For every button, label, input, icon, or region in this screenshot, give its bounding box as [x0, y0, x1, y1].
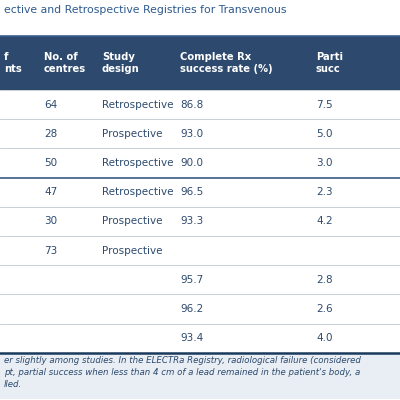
Bar	[0, 36, 400, 90]
Bar	[0, 148, 400, 178]
Text: 95.7: 95.7	[180, 275, 203, 285]
Text: 2.8: 2.8	[316, 275, 333, 285]
Text: 73: 73	[44, 246, 57, 256]
Text: 2.6: 2.6	[316, 304, 333, 314]
Text: Prospective: Prospective	[102, 216, 162, 226]
Bar	[0, 353, 400, 399]
Bar	[0, 207, 400, 236]
Text: 86.8: 86.8	[180, 100, 203, 110]
Text: 2.3: 2.3	[316, 187, 333, 197]
Text: 3.0: 3.0	[316, 158, 332, 168]
Text: Parti
succ: Parti succ	[316, 52, 343, 74]
Text: 28: 28	[44, 129, 57, 139]
Text: Prospective: Prospective	[102, 246, 162, 256]
Text: Prospective: Prospective	[102, 129, 162, 139]
Text: Complete Rx
success rate (%): Complete Rx success rate (%)	[180, 52, 273, 74]
Text: Retrospective: Retrospective	[102, 187, 174, 197]
Bar	[0, 178, 400, 207]
Text: 93.4: 93.4	[180, 333, 203, 343]
Text: Study
design: Study design	[102, 52, 140, 74]
Text: 93.0: 93.0	[180, 129, 203, 139]
Text: 47: 47	[44, 187, 57, 197]
Text: 5.0: 5.0	[316, 129, 332, 139]
Text: 93.3: 93.3	[180, 216, 203, 226]
Bar	[0, 119, 400, 148]
Text: 7.5: 7.5	[316, 100, 333, 110]
Text: No. of
centres: No. of centres	[44, 52, 86, 74]
Text: er slightly among studies. In the ELECTRa Registry, radiological failure (consid: er slightly among studies. In the ELECTR…	[4, 356, 361, 389]
Text: 64: 64	[44, 100, 57, 110]
Bar	[0, 265, 400, 294]
Bar	[0, 236, 400, 265]
Bar	[0, 0, 400, 36]
Text: 90.0: 90.0	[180, 158, 203, 168]
Text: 4.0: 4.0	[316, 333, 332, 343]
Bar	[0, 294, 400, 324]
Text: Retrospective: Retrospective	[102, 158, 174, 168]
Text: 96.5: 96.5	[180, 187, 203, 197]
Text: ective and Retrospective Registries for Transvenous: ective and Retrospective Registries for …	[4, 5, 286, 15]
Text: Retrospective: Retrospective	[102, 100, 174, 110]
Text: 96.2: 96.2	[180, 304, 203, 314]
Text: 50: 50	[44, 158, 57, 168]
Text: 4.2: 4.2	[316, 216, 333, 226]
Bar	[0, 324, 400, 353]
Bar	[0, 90, 400, 119]
Text: f
nts: f nts	[4, 52, 22, 74]
Text: 30: 30	[44, 216, 57, 226]
